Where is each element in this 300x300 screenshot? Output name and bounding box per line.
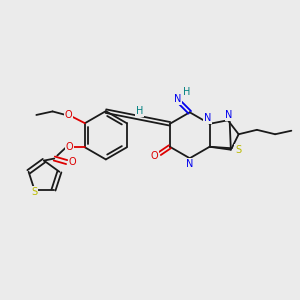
Text: S: S (32, 187, 38, 197)
Text: O: O (66, 142, 74, 152)
Text: N: N (204, 113, 211, 124)
Text: O: O (69, 157, 76, 167)
Text: N: N (225, 110, 233, 120)
Text: O: O (151, 152, 158, 161)
Text: N: N (174, 94, 181, 104)
Text: H: H (183, 87, 190, 97)
Text: S: S (235, 145, 241, 155)
Text: O: O (65, 110, 73, 120)
Text: H: H (136, 106, 143, 116)
Text: N: N (186, 158, 194, 169)
